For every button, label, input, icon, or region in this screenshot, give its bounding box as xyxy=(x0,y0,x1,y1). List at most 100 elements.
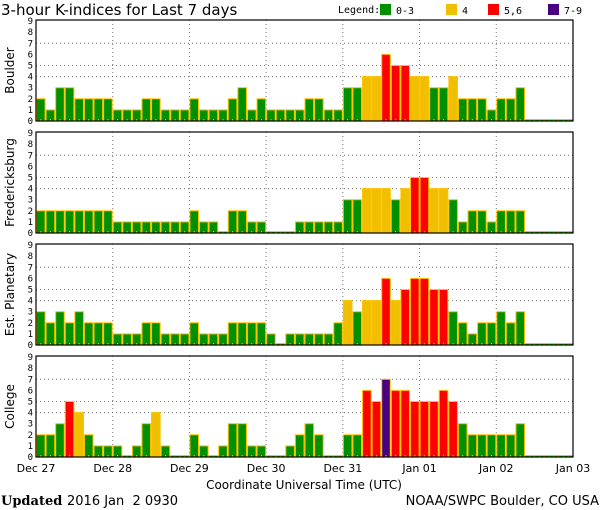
bar xyxy=(477,322,487,346)
bar xyxy=(64,401,75,458)
x-tick-label: Jan 03 xyxy=(555,462,590,475)
bar xyxy=(103,322,113,346)
bar xyxy=(467,434,478,458)
bar xyxy=(256,98,267,122)
y-tick-label: 2 xyxy=(28,207,33,217)
bar xyxy=(362,300,372,346)
panel-frame xyxy=(35,19,574,122)
bar xyxy=(74,412,84,458)
bar xyxy=(505,434,516,458)
panel-frame xyxy=(35,243,574,346)
bar xyxy=(74,311,84,346)
bar xyxy=(477,434,487,458)
y-tick-label: 4 xyxy=(28,73,33,83)
bar xyxy=(304,423,315,458)
bar xyxy=(227,98,238,122)
bar xyxy=(496,311,506,346)
legend: Legend: 0-3 4 5,6 7-9 xyxy=(338,4,582,17)
y-tick-label: 1 xyxy=(28,330,33,340)
y-tick-label: 3 xyxy=(28,84,33,94)
bar xyxy=(400,65,410,122)
bar xyxy=(381,188,391,234)
bar xyxy=(352,199,363,234)
y-tick-label: 1 xyxy=(28,218,33,228)
bar xyxy=(36,311,46,346)
bar xyxy=(227,423,238,458)
bar xyxy=(496,434,506,458)
y-tick-label: 9 xyxy=(28,241,33,251)
bar xyxy=(294,434,305,458)
x-tick-label: Dec 31 xyxy=(323,462,362,475)
bar xyxy=(496,98,506,122)
y-tick-label: 6 xyxy=(28,386,33,396)
bar xyxy=(457,322,468,346)
x-axis-label: Coordinate Universal Time (UTC) xyxy=(206,478,402,492)
bar xyxy=(141,423,152,458)
x-tick-label: Jan 02 xyxy=(478,462,513,475)
bar xyxy=(83,322,94,346)
bar xyxy=(189,434,200,458)
bar xyxy=(477,98,487,122)
bar xyxy=(151,98,161,122)
bar xyxy=(304,98,315,122)
bar xyxy=(237,210,247,234)
bar xyxy=(342,199,353,234)
bar xyxy=(83,98,94,122)
y-tick-label: 3 xyxy=(28,196,33,206)
bar xyxy=(505,98,516,122)
y-tick-label: 3 xyxy=(28,420,33,430)
bar xyxy=(74,98,84,122)
bar xyxy=(141,98,152,122)
bar xyxy=(256,322,267,346)
bar xyxy=(448,76,458,122)
y-tick-label: 0 xyxy=(28,341,33,351)
y-tick-label: 0 xyxy=(28,453,33,463)
bar xyxy=(457,98,468,122)
bar xyxy=(438,289,449,346)
bar xyxy=(64,322,75,346)
y-tick-label: 0 xyxy=(28,229,33,239)
y-tick-label: 9 xyxy=(28,17,33,27)
bar xyxy=(381,277,391,346)
bar xyxy=(342,300,353,346)
bar xyxy=(438,389,449,458)
bar xyxy=(448,311,458,346)
bar xyxy=(467,210,478,234)
bar xyxy=(429,188,439,234)
bar xyxy=(103,98,113,122)
y-tick-label: 2 xyxy=(28,319,33,329)
bar xyxy=(189,322,200,346)
bar xyxy=(342,434,353,458)
y-tick-label: 1 xyxy=(28,106,33,116)
y-tick-label: 0 xyxy=(28,117,33,127)
y-tick-label: 4 xyxy=(28,297,33,307)
bar xyxy=(457,423,468,458)
bar xyxy=(515,311,526,346)
bar xyxy=(55,87,65,122)
bar xyxy=(429,401,439,458)
station-label: Boulder xyxy=(3,47,17,94)
bar xyxy=(419,401,430,458)
bar xyxy=(438,188,449,234)
bar xyxy=(93,210,104,234)
bar xyxy=(237,87,247,122)
bar xyxy=(45,434,56,458)
bar xyxy=(381,53,391,122)
bar xyxy=(515,423,526,458)
y-tick-label: 2 xyxy=(28,95,33,105)
legend-entry-label: 4 xyxy=(462,6,468,17)
bar xyxy=(371,401,382,458)
y-tick-label: 9 xyxy=(28,353,33,363)
bar xyxy=(64,210,75,234)
bar xyxy=(352,87,363,122)
bar xyxy=(83,434,94,458)
bar xyxy=(45,322,56,346)
y-tick-label: 3 xyxy=(28,308,33,318)
y-tick-label: 2 xyxy=(28,431,33,441)
bar xyxy=(390,300,401,346)
y-tick-label: 6 xyxy=(28,274,33,284)
bar xyxy=(55,311,65,346)
